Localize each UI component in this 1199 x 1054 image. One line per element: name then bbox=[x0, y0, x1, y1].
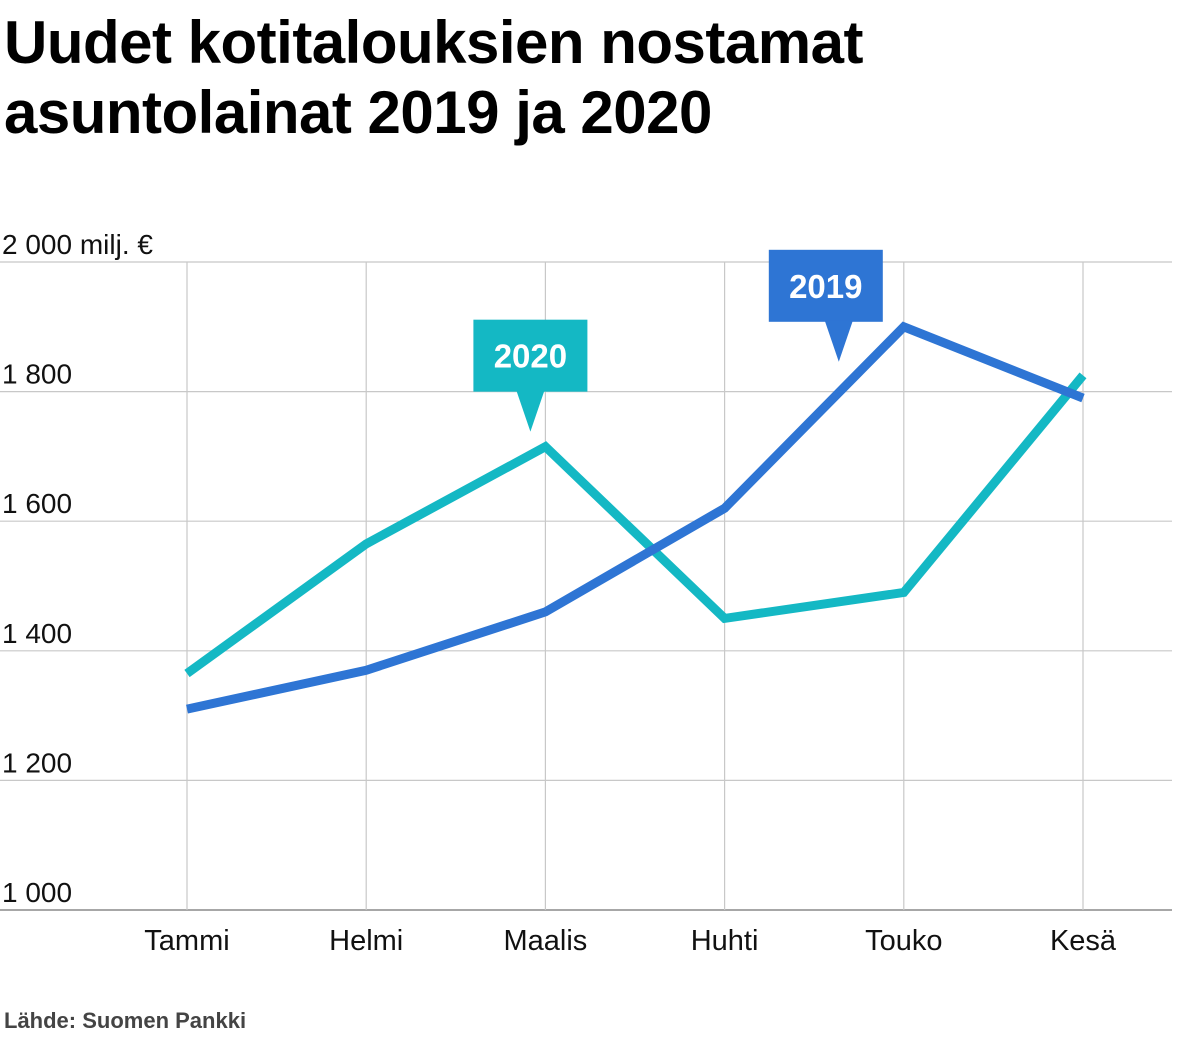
series-line-2020 bbox=[184, 372, 1087, 678]
x-tick-label-5: Kesä bbox=[1050, 925, 1117, 957]
callout-2019: 2019 bbox=[768, 249, 883, 362]
y-tick-label-1400: 1 400 bbox=[2, 618, 72, 649]
callout-label-2019: 2019 bbox=[789, 268, 862, 305]
y-tick-label-1600: 1 600 bbox=[2, 488, 72, 519]
x-axis-tick-labels: Tammi Helmi Maalis Huhti Touko Kesä bbox=[144, 925, 1117, 957]
x-tick-label-0: Tammi bbox=[144, 925, 229, 957]
series-lines bbox=[184, 321, 1087, 714]
x-tick-label-3: Huhti bbox=[691, 925, 759, 957]
callout-box-2019 bbox=[768, 249, 883, 322]
callout-pointer-2020 bbox=[516, 390, 545, 432]
vertical-gridlines bbox=[186, 262, 1084, 910]
series-line-2019 bbox=[186, 321, 1085, 714]
chart-title-line-2: asuntolainat 2019 ja 2020 bbox=[4, 79, 712, 146]
x-tick-label-4: Touko bbox=[865, 925, 942, 957]
callout-box-2020 bbox=[473, 319, 588, 392]
x-tick-label-1: Helmi bbox=[329, 925, 403, 957]
callout-pointer-2019 bbox=[824, 320, 853, 362]
chart-title-line-1: Uudet kotitalouksien nostamat bbox=[4, 9, 863, 76]
callout-2020: 2020 bbox=[473, 319, 588, 432]
y-tick-label-2000: 2 000 milj. € bbox=[2, 229, 153, 260]
y-tick-label-1800: 1 800 bbox=[2, 359, 72, 390]
callout-label-2020: 2020 bbox=[494, 338, 567, 375]
source-note: Lähde: Suomen Pankki bbox=[4, 1008, 247, 1033]
y-axis-tick-labels: 2 000 milj. € 1 800 1 600 1 400 1 200 1 000 bbox=[2, 229, 153, 908]
y-tick-label-1200: 1 200 bbox=[2, 747, 72, 778]
series-callouts: 2019 2020 bbox=[473, 249, 883, 432]
chart-title: Uudet kotitalouksien nostamat asuntolain… bbox=[4, 8, 1184, 148]
x-tick-label-2: Maalis bbox=[503, 925, 587, 957]
horizontal-gridlines bbox=[0, 261, 1172, 911]
y-tick-label-1000: 1 000 bbox=[2, 877, 72, 908]
